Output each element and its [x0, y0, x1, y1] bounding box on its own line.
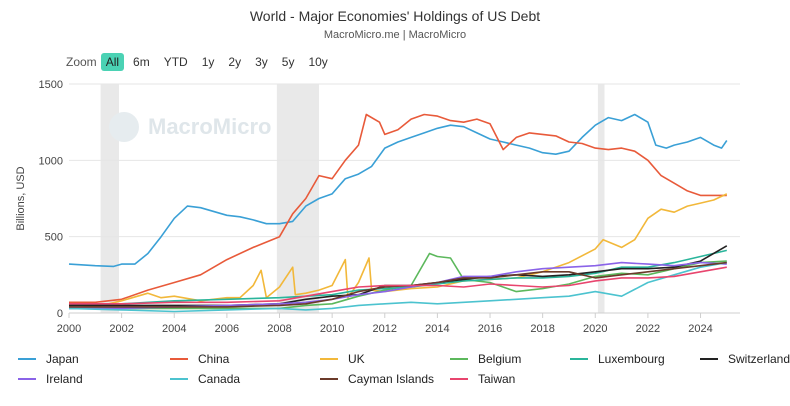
legend-swatch [700, 358, 718, 360]
x-tick-label: 2022 [636, 323, 660, 335]
legend-item-china[interactable]: China [170, 352, 229, 366]
legend-label: Canada [198, 372, 241, 386]
legend-swatch [450, 358, 468, 360]
zoom-ytd-button[interactable]: YTD [163, 55, 188, 69]
series-line-china [69, 113, 727, 304]
zoom-bar: Zoom All 6m YTD 1y 2y 3y 5y 10y [66, 52, 337, 72]
legend-swatch [570, 358, 588, 360]
series-line-belgium [69, 252, 727, 310]
legend-item-luxembourg[interactable]: Luxembourg [570, 352, 665, 366]
legend-label: Taiwan [478, 372, 516, 386]
zoom-6m-button[interactable]: 6m [133, 55, 150, 69]
zoom-3y-button[interactable]: 3y [255, 55, 268, 69]
recession-band [100, 84, 119, 313]
legend-label: Belgium [478, 352, 522, 366]
chart-title: World - Major Economies' Holdings of US … [249, 8, 541, 24]
series-line-uk [68, 193, 728, 308]
legend-label: Japan [46, 352, 79, 366]
legend-swatch [320, 358, 338, 360]
recession-band [597, 84, 605, 313]
recession-band [276, 84, 319, 313]
watermark-text: MacroMicro [148, 114, 271, 139]
x-tick-label: 2000 [57, 323, 81, 335]
y-tick-label: 500 [45, 232, 63, 244]
x-tick-label: 2008 [267, 323, 291, 335]
zoom-all-button[interactable]: All [100, 53, 125, 71]
legend-label: China [198, 352, 230, 366]
legend-label: UK [348, 352, 365, 366]
series-line-luxembourg [68, 249, 727, 307]
series-line-cayman-islands [69, 261, 727, 308]
y-tick-label: 1500 [39, 79, 63, 91]
legend-swatch [170, 378, 188, 380]
x-tick-label: 2024 [688, 323, 712, 335]
legend-label: Ireland [46, 372, 83, 386]
zoom-label: Zoom [66, 55, 97, 69]
x-tick-label: 2004 [162, 323, 186, 335]
legend-swatch [170, 358, 188, 360]
legend-swatch [450, 378, 468, 380]
legend-item-ireland[interactable]: Ireland [18, 372, 83, 386]
zoom-1y-button[interactable]: 1y [201, 55, 215, 69]
chart-subtitle: MacroMicro.me | MacroMicro [323, 29, 467, 41]
legend-item-uk[interactable]: UK [320, 352, 365, 366]
legend-item-belgium[interactable]: Belgium [450, 352, 521, 366]
legend-item-canada[interactable]: Canada [170, 372, 240, 386]
x-tick-label: 2010 [320, 323, 344, 335]
y-axis-label: Billions, USD [15, 166, 27, 230]
x-tick-label: 2012 [373, 323, 397, 335]
zoom-5y-button[interactable]: 5y [281, 55, 295, 69]
y-tick-label: 0 [57, 308, 63, 320]
series-line-taiwan [69, 266, 727, 305]
legend-item-japan[interactable]: Japan [18, 352, 79, 366]
zoom-10y-button[interactable]: 10y [308, 55, 328, 69]
legend-item-taiwan[interactable]: Taiwan [450, 372, 515, 386]
legend-swatch [18, 358, 36, 360]
zoom-2y-button[interactable]: 2y [228, 55, 242, 69]
series-line-japan [68, 113, 728, 268]
x-tick-label: 2014 [425, 323, 449, 335]
legend-label: Switzerland [728, 352, 790, 366]
legend-swatch [320, 378, 338, 380]
x-tick-label: 2006 [215, 323, 239, 335]
x-tick-label: 2018 [530, 323, 554, 335]
series-line-canada [68, 261, 727, 313]
x-tick-label: 2020 [583, 323, 607, 335]
watermark-logo-icon [109, 112, 139, 142]
legend-label: Luxembourg [598, 352, 665, 366]
x-tick-label: 2002 [109, 323, 133, 335]
legend-item-cayman-islands[interactable]: Cayman Islands [320, 372, 434, 386]
x-tick-label: 2016 [478, 323, 502, 335]
legend-item-switzerland[interactable]: Switzerland [700, 352, 790, 366]
legend-label: Cayman Islands [348, 372, 435, 386]
legend-swatch [18, 378, 36, 380]
y-tick-label: 1000 [39, 155, 63, 167]
